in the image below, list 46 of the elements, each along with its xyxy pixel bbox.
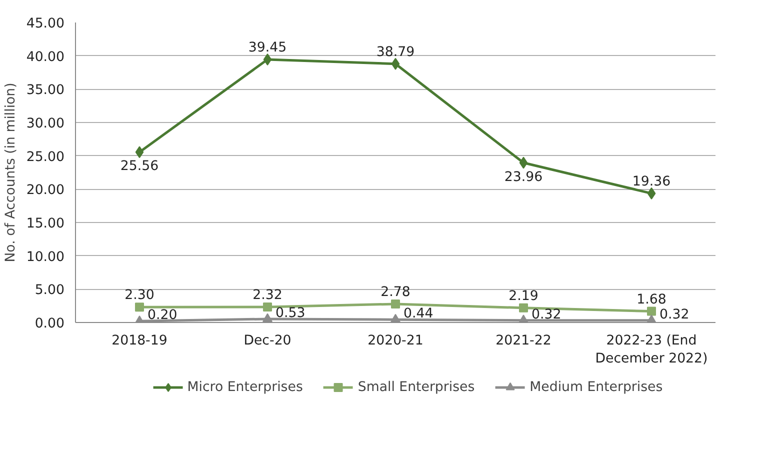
point — [519, 303, 528, 312]
data-label: 2.32 — [252, 288, 282, 304]
data-label: 25.56 — [120, 159, 159, 174]
data-label: 19.36 — [632, 174, 671, 190]
data-label: 2.19 — [508, 288, 538, 304]
y-tick-label: 45.00 — [26, 16, 64, 32]
x-tick-label: Dec-20 — [244, 334, 292, 348]
y-tick-label: 15.00 — [26, 216, 64, 232]
y-tick-label: 5.00 — [34, 283, 65, 298]
y-tick-label: 10.00 — [26, 250, 64, 265]
x-tick-label: 2021-22 — [496, 334, 552, 348]
y-tick-label: 0.00 — [34, 316, 65, 332]
point — [519, 156, 528, 169]
data-label: 0.53 — [276, 306, 306, 321]
data-label: 38.79 — [376, 44, 415, 60]
data-label: 2.78 — [380, 284, 410, 300]
y-tick-label: 20.00 — [26, 183, 64, 198]
y-tick-label: 25.00 — [26, 150, 64, 165]
data-label: 0.32 — [660, 307, 690, 322]
y-axis-title: No. of Accounts (in million) — [3, 82, 18, 262]
legend-label: Micro Enterprises — [187, 380, 303, 394]
data-label: 0.44 — [404, 306, 434, 322]
data-label: 0.20 — [148, 308, 178, 324]
y-tick-label: 40.00 — [26, 50, 64, 65]
data-label: 39.45 — [248, 40, 287, 56]
y-tick-label: 35.00 — [26, 83, 64, 98]
point — [391, 299, 400, 308]
point — [390, 314, 400, 322]
x-tick-label: 2018-19 — [112, 334, 168, 348]
x-tick-label: 2020-21 — [368, 334, 424, 348]
point — [391, 58, 400, 70]
y-tick-label: 30.00 — [26, 116, 64, 132]
data-label: 1.68 — [636, 292, 666, 308]
point — [263, 54, 272, 66]
data-label: 0.32 — [532, 307, 562, 322]
x-tick-label: 2022-23 (End December 2022) — [595, 334, 708, 366]
point — [262, 313, 272, 322]
legend-label: Medium Enterprises — [530, 380, 663, 394]
data-label: 2.30 — [124, 288, 154, 304]
point — [135, 302, 144, 312]
legend-label: Small Enterprises — [358, 380, 475, 394]
point — [647, 306, 656, 316]
data-label: 23.96 — [504, 170, 543, 185]
point — [135, 146, 144, 158]
point — [647, 187, 656, 200]
point — [263, 302, 272, 312]
